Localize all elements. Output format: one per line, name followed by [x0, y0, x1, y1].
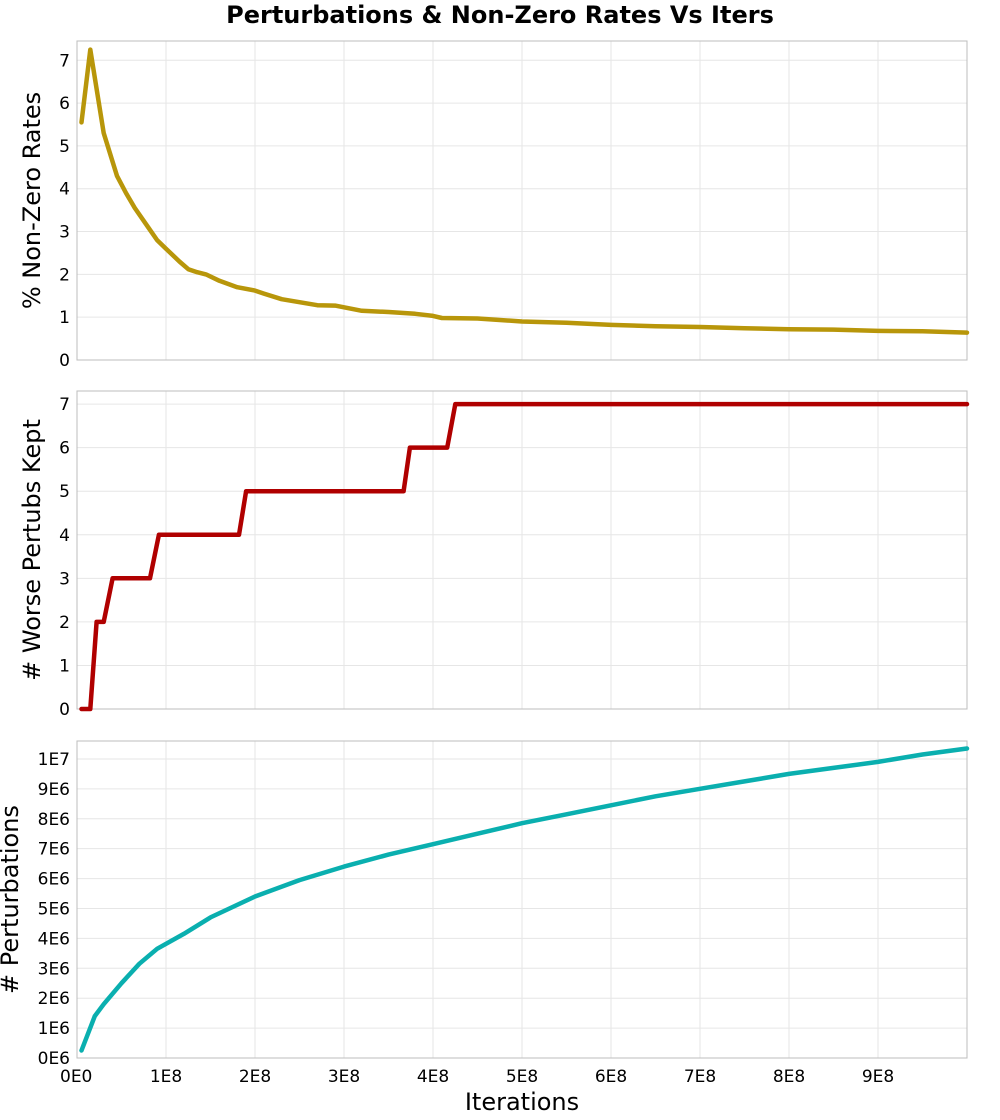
y-tick-label: 2 — [59, 265, 70, 285]
x-tick-label: 2E8 — [239, 1067, 271, 1087]
y-tick-label: 6E6 — [38, 870, 70, 890]
y-tick-label: 5 — [59, 137, 70, 157]
x-tick-label: 7E8 — [684, 1067, 716, 1087]
x-tick-label: 9E8 — [862, 1067, 894, 1087]
y-tick-label: 1E6 — [38, 1019, 70, 1039]
y-tick-label: 3 — [59, 223, 70, 243]
y-tick-label: 7E6 — [38, 840, 70, 860]
series-line — [79, 746, 970, 1053]
y-tick-label: 0 — [59, 351, 70, 371]
y-tick-label: 5 — [59, 482, 70, 502]
series-line — [79, 401, 970, 712]
x-tick-label: 8E8 — [773, 1067, 805, 1087]
y-tick-label: 7 — [59, 395, 70, 415]
y-tick-label: 3 — [59, 569, 70, 589]
y-tick-label: 6 — [59, 439, 70, 459]
x-tick-label: 6E8 — [595, 1067, 627, 1087]
x-tick-label: 0E0 — [60, 1067, 92, 1087]
y-tick-label: 6 — [59, 94, 70, 114]
chart-title: Perturbations & Non-Zero Rates Vs Iters — [226, 1, 774, 29]
y-tick-label: 4E6 — [38, 929, 70, 949]
y-tick-label: 8E6 — [38, 810, 70, 830]
panel-1: 0 1 2 3 4 5 6 7 % Non-Zero Rates — [18, 40, 970, 371]
y-tick-label: 2 — [59, 613, 70, 633]
y-tick-label: 9E6 — [38, 780, 70, 800]
plot-frame — [76, 740, 968, 1059]
plot-frame — [76, 390, 968, 710]
x-tick-label: 5E8 — [506, 1067, 538, 1087]
panel-3: 0E6 1E6 2E6 3E6 4E6 5E6 6E6 7E6 8E6 9E6 1E7 # Pertu… — [0, 740, 970, 1087]
x-tick-label: 1E8 — [150, 1067, 182, 1087]
panels-layer: 0 1 2 3 4 5 6 7 % Non-Zero Rates 0 1 2 3 4 5 6 7 # Worse … — [0, 40, 970, 1087]
y-tick-label: 1 — [59, 656, 70, 676]
y-tick-label: 7 — [59, 51, 70, 71]
y-tick-label: 1E7 — [38, 750, 70, 770]
plot-frame — [76, 40, 968, 361]
y-tick-label: 1 — [59, 308, 70, 328]
y-axis-title: # Worse Pertubs Kept — [18, 419, 46, 681]
y-axis-title: % Non-Zero Rates — [18, 92, 46, 309]
y-tick-label: 4 — [59, 526, 70, 546]
x-axis-title: Iterations — [465, 1088, 579, 1116]
y-tick-label: 3E6 — [38, 959, 70, 979]
y-tick-label: 4 — [59, 180, 70, 200]
y-tick-label: 0 — [59, 700, 70, 720]
y-axis-title: # Perturbations — [0, 805, 24, 994]
y-tick-label: 0E6 — [38, 1049, 70, 1069]
y-tick-label: 2E6 — [38, 989, 70, 1009]
x-tick-label: 3E8 — [328, 1067, 360, 1087]
x-tick-label: 4E8 — [417, 1067, 449, 1087]
series-line — [79, 47, 970, 335]
y-tick-label: 5E6 — [38, 899, 70, 919]
panel-2: 0 1 2 3 4 5 6 7 # Worse Pertubs Kept — [18, 390, 970, 720]
